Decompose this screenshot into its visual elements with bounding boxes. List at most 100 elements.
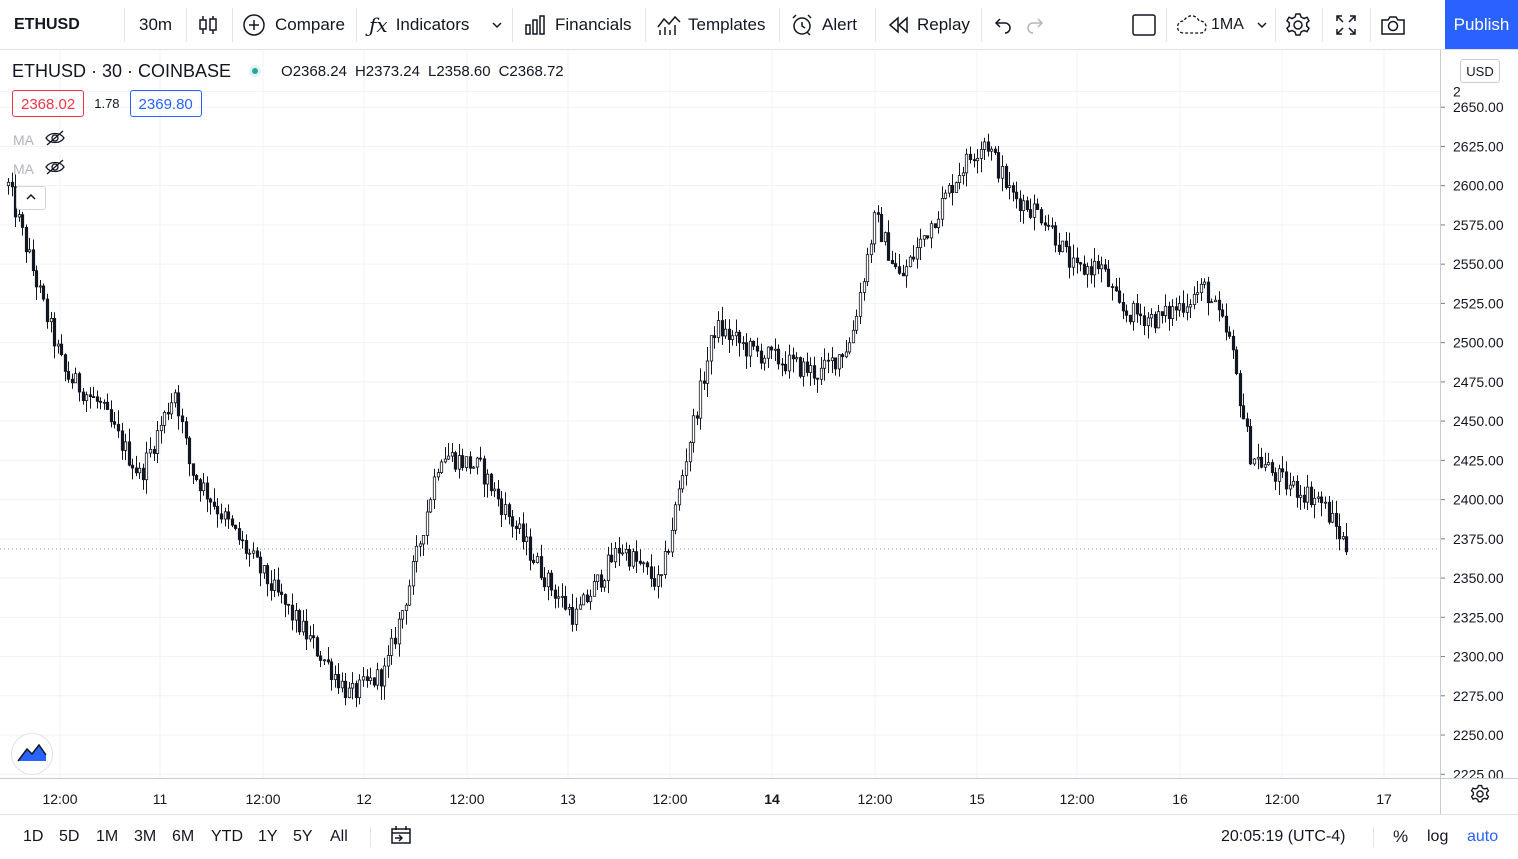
candle-body [198, 479, 203, 492]
candle-body [957, 175, 962, 183]
replay-button[interactable]: Replay [888, 0, 970, 50]
tradingview-logo[interactable] [11, 733, 53, 775]
range-5d[interactable]: 5D [59, 815, 79, 859]
undo-icon [991, 15, 1013, 35]
candle-body [652, 578, 657, 587]
ma-indicator-2[interactable]: MA [13, 158, 66, 179]
log-scale-button[interactable]: log [1427, 815, 1448, 859]
currency-button[interactable]: USD [1460, 59, 1500, 83]
range-all[interactable]: All [330, 815, 348, 859]
bar-chart-icon [524, 14, 546, 36]
candle-body [1234, 349, 1239, 374]
candle-body [219, 513, 224, 520]
candle-body [524, 536, 529, 543]
time-axis[interactable]: 12:00 11 12:00 12 12:00 13 12:00 14 12:00 15 12:00… [0, 778, 1440, 814]
axis-settings-button[interactable] [1440, 778, 1518, 814]
candle-body [326, 659, 331, 663]
eye-hidden-icon[interactable] [44, 158, 66, 179]
compare-button[interactable]: Compare [242, 0, 345, 50]
range-ytd[interactable]: YTD [211, 815, 243, 859]
sell-button[interactable]: 2368.02 [12, 90, 85, 117]
candle-body [858, 292, 863, 317]
settings-button[interactable] [1285, 0, 1311, 50]
layout-dropdown-button[interactable] [1255, 0, 1269, 50]
candle-body [460, 455, 465, 468]
collapse-legend-button[interactable] [16, 186, 46, 210]
percent-scale-button[interactable]: % [1393, 815, 1408, 859]
camera-icon [1380, 13, 1406, 37]
candle-body [365, 676, 370, 681]
candle-body [1000, 165, 1005, 179]
range-1y[interactable]: 1Y [258, 815, 278, 859]
gear-icon [1285, 12, 1311, 38]
price-chart[interactable] [0, 50, 1440, 778]
candle-body [634, 551, 639, 562]
candle-body [1213, 299, 1218, 303]
range-3m[interactable]: 3M [134, 815, 156, 859]
candle-body [1330, 512, 1335, 523]
interval-button[interactable]: 30m [139, 0, 172, 50]
candle-body [286, 603, 291, 606]
compare-label: Compare [275, 15, 345, 34]
publish-button[interactable]: Publish [1445, 0, 1518, 49]
candle-body [130, 464, 135, 469]
buy-button[interactable]: 2369.80 [129, 90, 202, 117]
candle-body [617, 547, 622, 554]
range-5y[interactable]: 5Y [293, 815, 313, 859]
candle-body [272, 579, 277, 591]
financials-button[interactable]: Financials [524, 0, 632, 50]
auto-label: auto [1467, 828, 1499, 845]
range-1m[interactable]: 1M [96, 815, 118, 859]
time-axis-labels: 12:00 11 12:00 12 12:00 13 12:00 14 12:00 15 12:00… [42, 791, 1392, 807]
price-tick-label: 2225.00 [1453, 766, 1504, 778]
price-tick-label: 2 [1453, 84, 1461, 100]
candle-body [1114, 286, 1119, 292]
candle-body [1103, 264, 1108, 270]
candle-body [840, 354, 845, 358]
candle-body [1217, 299, 1222, 311]
candle-body [1011, 185, 1016, 193]
candle-body [201, 482, 206, 492]
templates-button[interactable]: Templates [657, 0, 765, 50]
candle-body [1224, 315, 1229, 333]
layout-button[interactable]: 1MA [1176, 0, 1244, 50]
candle-body [191, 463, 196, 476]
auto-scale-button[interactable]: auto [1467, 815, 1498, 859]
candle-body [1177, 303, 1182, 311]
price-axis[interactable]: 2650.00 2625.00 2600.00 2575.00 2550.00 2525.… [1440, 50, 1518, 782]
legend-title[interactable]: ETHUSD · 30 · COINBASE [12, 60, 232, 81]
candle-body [322, 659, 327, 662]
clock[interactable]: 20:05:19 (UTC-4) [1221, 815, 1346, 859]
eye-hidden-icon[interactable] [44, 129, 66, 150]
layout-name: 1MA [1211, 16, 1244, 33]
candle-body [45, 298, 50, 323]
fullscreen-toggle-button[interactable] [1131, 0, 1157, 50]
function-icon: ƒx [369, 13, 388, 37]
symbol-search-button[interactable]: ETHUSD [14, 0, 80, 50]
indicators-dropdown-button[interactable] [490, 0, 504, 50]
range-1d[interactable]: 1D [23, 815, 43, 859]
snapshot-button[interactable] [1380, 0, 1406, 50]
time-axis-label: 12 [356, 791, 372, 807]
candle-body [620, 552, 625, 555]
undo-button[interactable] [991, 0, 1013, 50]
ma-indicator-1[interactable]: MA [13, 129, 66, 150]
indicators-button[interactable]: ƒx Indicators [369, 0, 469, 50]
candle-body [1305, 486, 1310, 503]
fullscreen-button[interactable] [1334, 0, 1358, 50]
candle-body [1185, 306, 1190, 313]
replay-label: Replay [917, 15, 970, 34]
chart-type-button[interactable] [197, 0, 219, 50]
price-axis-ticks: 2650.00 2625.00 2600.00 2575.00 2550.00 2525.… [1441, 84, 1504, 782]
candle-body [705, 360, 710, 384]
chart-pane[interactable] [0, 50, 1440, 778]
candle-body [63, 354, 68, 372]
candle-body [475, 457, 480, 468]
candle-body [968, 153, 973, 161]
goto-date-button[interactable] [390, 815, 412, 859]
redo-button[interactable] [1025, 0, 1047, 50]
candle-body [1270, 462, 1275, 474]
range-6m[interactable]: 6M [172, 815, 194, 859]
time-axis-label: 12:00 [42, 791, 77, 807]
alert-button[interactable]: Alert [790, 0, 857, 50]
